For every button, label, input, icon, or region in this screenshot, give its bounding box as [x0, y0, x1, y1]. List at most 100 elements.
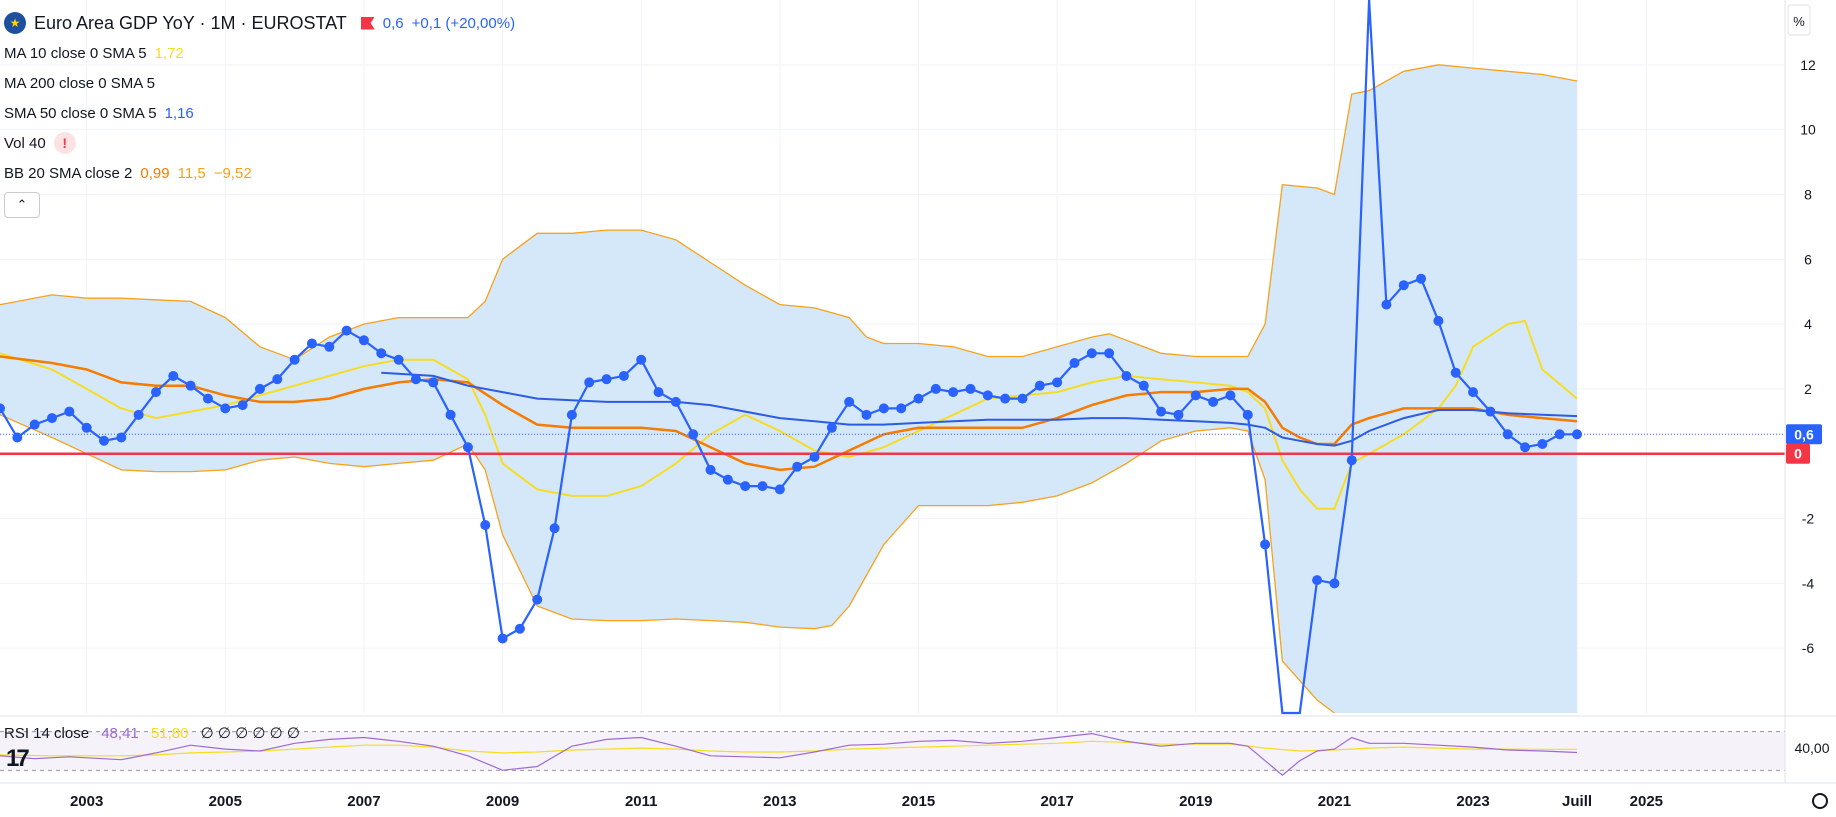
- gdp-point: [1520, 442, 1531, 453]
- ma10-line: [0, 319, 1578, 510]
- time-tick-label: 2007: [347, 793, 380, 810]
- indicator-row[interactable]: MA 10 close 0 SMA 5 1,72: [4, 38, 523, 68]
- indicator-row[interactable]: MA 200 close 0 SMA 5: [4, 68, 523, 98]
- price-tick-label: 2: [1804, 381, 1812, 397]
- indicator-row[interactable]: BB 20 SMA close 2 0,99 11,5 −9,52: [4, 158, 523, 188]
- indicator-value: 1,72: [154, 44, 184, 62]
- indicator-value: 0,99: [140, 164, 170, 182]
- price-axis[interactable]: 12 10 8 6 4 2 -2 -4 -6% 0,6 0 40,00: [1784, 0, 1830, 783]
- indicator-row[interactable]: Vol 40!: [4, 128, 523, 158]
- gdp-point: [1398, 280, 1409, 291]
- gdp-point: [705, 464, 716, 475]
- gdp-point: [740, 481, 751, 492]
- price-tick-label: -2: [1802, 511, 1815, 527]
- gdp-point: [1572, 429, 1583, 440]
- gdp-point: [133, 409, 144, 420]
- sma50-line: [381, 371, 1578, 447]
- price-tick-label: 8: [1804, 186, 1812, 202]
- gdp-point: [1208, 396, 1219, 407]
- gdp-point: [601, 374, 612, 385]
- gdp-point: [358, 335, 369, 346]
- gdp-point: [81, 422, 92, 433]
- gdp-point: [1537, 439, 1548, 450]
- gdp-point: [64, 406, 75, 417]
- gdp-point: [168, 370, 179, 381]
- indicator-value: 1,16: [164, 104, 194, 122]
- gdp-point: [1017, 393, 1028, 404]
- collapse-legend-button[interactable]: ⌃: [4, 192, 40, 218]
- gdp-point: [185, 380, 196, 391]
- bollinger-band-fill: [0, 64, 1577, 714]
- gdp-point: [1190, 390, 1201, 401]
- time-tick-label: 2011: [625, 793, 658, 810]
- indicator-label[interactable]: MA 10 close 0 SMA 5: [4, 44, 147, 62]
- gdp-point: [1346, 455, 1357, 466]
- gdp-point: [670, 396, 681, 407]
- price-tick-label: 4: [1804, 316, 1812, 332]
- symbol-row[interactable]: ★ Euro Area GDP YoY · 1M · EUROSTAT 0,6 …: [4, 8, 523, 38]
- gdp-point: [532, 594, 543, 605]
- gdp-point: [1416, 273, 1427, 284]
- gdp-point: [324, 341, 335, 352]
- gdp-point: [1034, 380, 1045, 391]
- settings-icon[interactable]: [1812, 793, 1828, 809]
- gdp-point: [774, 484, 785, 495]
- zero-label: 0: [1794, 446, 1802, 462]
- time-tick-label: Juill: [1562, 793, 1592, 810]
- gdp-point: [237, 400, 248, 411]
- gdp-point: [1502, 429, 1513, 440]
- gdp-point: [618, 370, 629, 381]
- price-tick-label: 6: [1804, 251, 1812, 267]
- gdp-point: [202, 393, 213, 404]
- gdp-point: [653, 387, 664, 398]
- gdp-point: [0, 403, 5, 414]
- indicator-label[interactable]: Vol 40: [4, 134, 46, 152]
- gdp-point: [306, 338, 317, 349]
- time-tick-label: 2025: [1630, 793, 1663, 810]
- rsi-value: 48,41: [101, 725, 139, 742]
- time-tick-label: 2005: [209, 793, 242, 810]
- gdp-point: [1381, 299, 1392, 310]
- gdp-point: [809, 451, 820, 462]
- gdp-point: [948, 387, 959, 398]
- time-axis[interactable]: 2003 2005 2007 2009 2011 2013 2015 2017 2019 2021…: [0, 782, 1836, 810]
- gdp-point: [896, 403, 907, 414]
- unit-label: %: [1793, 14, 1805, 29]
- gdp-point: [514, 623, 525, 634]
- gdp-point: [1468, 387, 1479, 398]
- gdp-point: [913, 393, 924, 404]
- indicator-label[interactable]: SMA 50 close 0 SMA 5: [4, 104, 157, 122]
- rsi-legend: RSI 14 close 48,41 51,80 ∅ ∅ ∅ ∅ ∅ ∅: [4, 724, 308, 742]
- gdp-point: [428, 377, 439, 388]
- gdp-point: [393, 354, 404, 365]
- indicator-label[interactable]: MA 200 close 0 SMA 5: [4, 74, 155, 92]
- symbol-title[interactable]: Euro Area GDP YoY · 1M · EUROSTAT: [34, 12, 347, 33]
- gdp-point: [792, 461, 803, 472]
- tradingview-logo-icon[interactable]: 17: [6, 745, 30, 772]
- rsi-ma-value: 51,80: [150, 725, 189, 742]
- gdp-point: [98, 435, 109, 446]
- time-tick-label: 2023: [1456, 793, 1489, 810]
- price-tick-label: -6: [1802, 640, 1815, 656]
- gdp-point: [1450, 367, 1461, 378]
- gdp-point: [636, 354, 647, 365]
- gdp-point: [1260, 539, 1271, 550]
- gdp-point: [116, 432, 127, 443]
- indicator-label[interactable]: BB 20 SMA close 2: [4, 164, 133, 182]
- gdp-point: [410, 374, 421, 385]
- gdp-point: [1242, 409, 1253, 420]
- warning-icon[interactable]: !: [53, 132, 76, 154]
- gdp-point: [1554, 429, 1565, 440]
- indicator-value: −9,52: [213, 164, 252, 182]
- gdp-point: [965, 383, 976, 394]
- bb-lower-line: [0, 414, 1335, 714]
- flag-icon[interactable]: [360, 16, 375, 30]
- price-tick-label: 12: [1800, 57, 1816, 73]
- gdp-point: [844, 396, 855, 407]
- gdp-point: [289, 354, 300, 365]
- time-tick-label: 2013: [763, 793, 796, 810]
- gdp-point: [826, 422, 837, 433]
- indicator-row[interactable]: SMA 50 close 0 SMA 5 1,16: [4, 98, 523, 128]
- rsi-label[interactable]: RSI 14 close: [4, 725, 90, 742]
